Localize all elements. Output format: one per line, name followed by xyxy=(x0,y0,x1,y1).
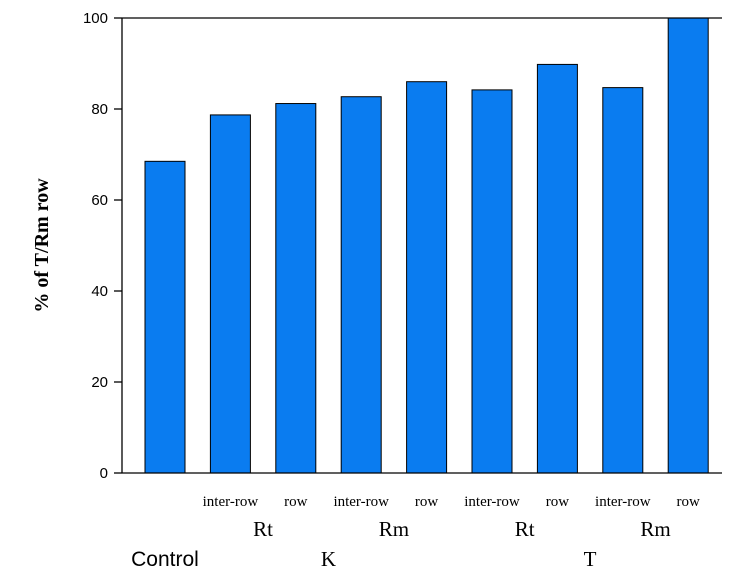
bar xyxy=(209,114,251,474)
group-label: K xyxy=(321,547,336,571)
bar xyxy=(667,17,709,474)
bar xyxy=(536,63,578,474)
bar xyxy=(144,160,186,474)
bar-category-label: row xyxy=(546,494,569,510)
bar-category-label: row xyxy=(415,494,438,510)
y-tick-label: 40 xyxy=(91,283,108,300)
y-tick-label: 0 xyxy=(100,465,108,482)
bar-category-label: row xyxy=(677,494,700,510)
bar-category-label: inter-row xyxy=(595,494,651,510)
bar-category-label: inter-row xyxy=(203,494,259,510)
y-axis-label: % of T/Rm row xyxy=(31,178,53,313)
group-label: Control xyxy=(131,548,199,571)
subgroup-label: Rm xyxy=(379,517,409,541)
subgroup-label: Rt xyxy=(515,517,535,541)
bar xyxy=(340,96,382,474)
group-labels: Control K T xyxy=(131,547,597,571)
y-tick-label: 20 xyxy=(91,374,108,391)
subgroup-label: Rt xyxy=(253,517,273,541)
y-tick-label: 100 xyxy=(83,10,108,27)
subgroup-labels: Rt Rm Rt Rm xyxy=(253,517,670,541)
group-label: T xyxy=(584,547,597,571)
bar xyxy=(602,87,644,474)
bar-category-label: inter-row xyxy=(464,494,520,510)
y-tick-label: 80 xyxy=(91,101,108,118)
subgroup-label: Rm xyxy=(640,517,670,541)
bar-labels: inter-row row inter-row row inter-row row inte… xyxy=(203,494,700,510)
bar xyxy=(275,103,317,474)
y-tick-label: 60 xyxy=(91,192,108,209)
bar-category-label: inter-row xyxy=(333,494,389,510)
bar xyxy=(471,89,513,474)
bar-category-label: row xyxy=(284,494,307,510)
bar xyxy=(406,81,448,474)
bars-layer xyxy=(144,17,709,474)
y-ticks: 0 20 40 60 80 100 xyxy=(83,10,122,482)
